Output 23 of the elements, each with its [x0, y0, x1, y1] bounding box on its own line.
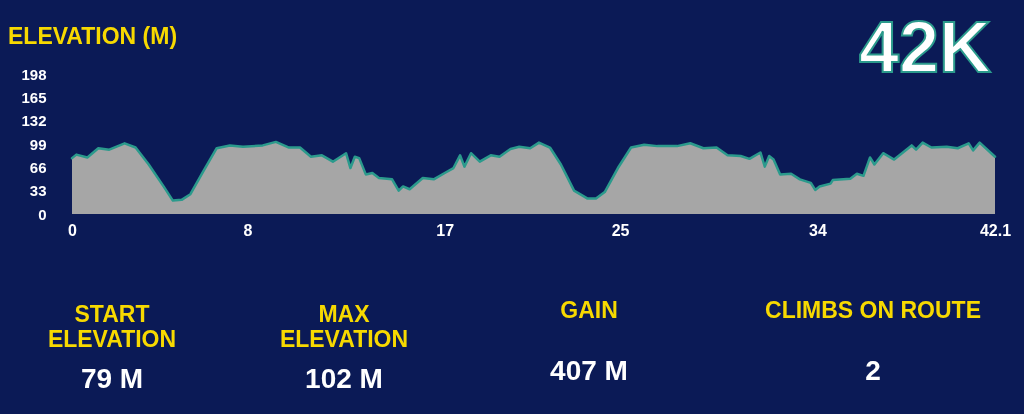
x-tick-label: 34 [809, 221, 827, 239]
x-tick-label: 17 [436, 221, 455, 239]
x-tick-label: 42.1 [979, 221, 1012, 239]
text: GAIN [560, 297, 618, 323]
text: CLIMBS ON ROUTE [765, 297, 981, 323]
y-tick-label: 0 [38, 205, 47, 223]
y-axis-title: ELEVATION (M) [8, 23, 178, 49]
chart-title: 42K [858, 7, 992, 87]
y-tick-label: 165 [21, 88, 47, 106]
text: 102 M [305, 363, 383, 394]
y-tick-label: 66 [29, 158, 47, 176]
y-tick-label: 132 [21, 112, 47, 130]
text: 79 M [80, 363, 144, 394]
text: MAX ELEVATION [279, 301, 409, 352]
text: START ELEVATION [47, 301, 177, 352]
text: 2 [865, 355, 881, 386]
x-tick-label: 0 [68, 221, 78, 239]
y-tick-label: 99 [29, 135, 47, 153]
y-tick-label: 33 [29, 182, 47, 200]
x-tick-label: 25 [611, 221, 630, 239]
x-tick-label: 8 [243, 221, 253, 239]
y-tick-label: 198 [21, 65, 47, 83]
text: 407 M [550, 355, 628, 386]
